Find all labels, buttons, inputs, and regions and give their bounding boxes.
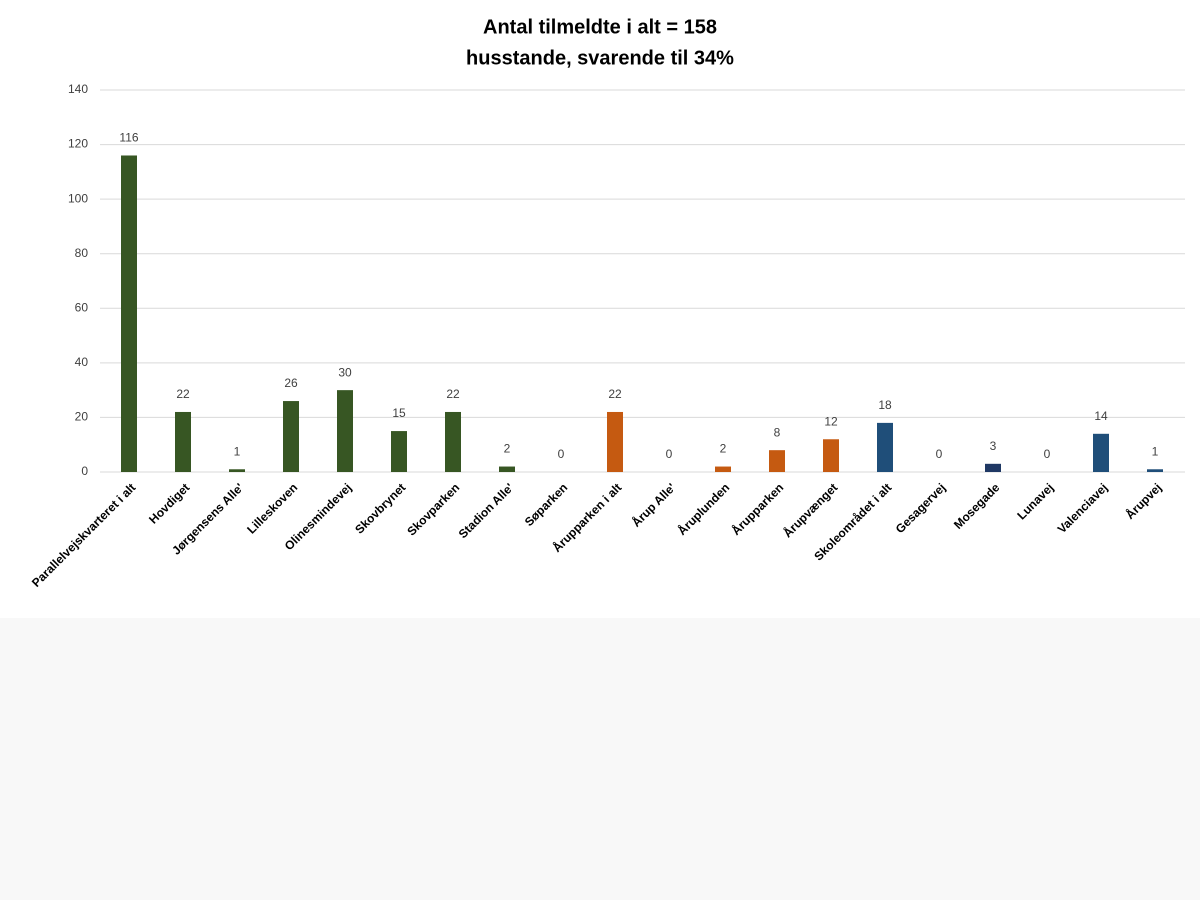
data-label: 3 [990, 439, 997, 453]
data-label: 15 [392, 406, 406, 420]
data-label: 22 [176, 387, 190, 401]
data-label: 0 [936, 447, 943, 461]
y-tick-label: 100 [68, 191, 88, 205]
y-tick-label: 0 [81, 464, 88, 478]
data-label: 22 [608, 387, 622, 401]
bar [391, 431, 407, 472]
data-label: 8 [774, 425, 781, 439]
data-label: 18 [878, 398, 892, 412]
bar [229, 469, 245, 472]
chart-title: husstande, svarende til 34% [466, 47, 734, 69]
data-label: 116 [119, 131, 138, 145]
data-label: 22 [446, 387, 460, 401]
data-label: 14 [1094, 409, 1108, 423]
bar [1147, 469, 1163, 472]
chart-background [0, 0, 1200, 618]
bar [877, 422, 893, 472]
y-tick-label: 140 [68, 82, 88, 96]
data-label: 1 [1152, 444, 1159, 458]
bar [283, 401, 299, 472]
data-label: 1 [234, 444, 241, 458]
y-tick-label: 120 [68, 137, 88, 151]
y-tick-label: 40 [75, 355, 89, 369]
bar [121, 155, 137, 472]
bar [823, 439, 839, 472]
y-tick-label: 20 [75, 410, 89, 424]
data-label: 2 [504, 442, 511, 456]
bar [499, 466, 515, 472]
bar [769, 450, 785, 472]
bar [445, 411, 461, 472]
data-label: 26 [284, 376, 298, 390]
data-label: 12 [824, 414, 838, 428]
data-label: 0 [558, 447, 565, 461]
y-tick-label: 80 [75, 246, 89, 260]
data-label: 30 [338, 365, 352, 379]
data-label: 2 [720, 442, 727, 456]
bar [1093, 433, 1109, 472]
data-label: 0 [666, 447, 673, 461]
y-tick-label: 60 [75, 300, 89, 314]
chart-title: Antal tilmeldte i alt = 158 [483, 16, 717, 38]
bar [715, 466, 731, 472]
bar [337, 390, 353, 472]
bar [175, 411, 191, 472]
data-label: 0 [1044, 447, 1051, 461]
bar [985, 463, 1001, 472]
bar [607, 411, 623, 472]
